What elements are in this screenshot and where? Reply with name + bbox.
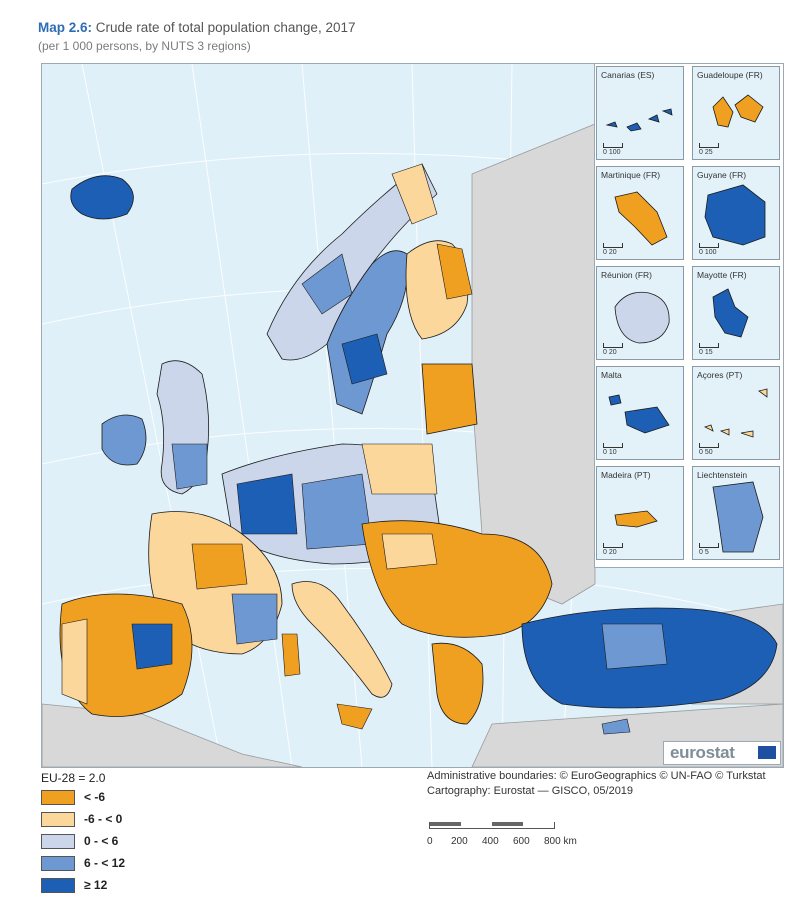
inset-name: Liechtenstein xyxy=(697,470,748,480)
inset-name: Guadeloupe (FR) xyxy=(697,70,763,80)
inset-scale: 0 15 xyxy=(699,343,719,356)
inset-mayotte-fr[interactable]: Mayotte (FR) 0 15 xyxy=(692,266,780,360)
inset-name: Açores (PT) xyxy=(697,370,743,380)
inset-scale: 0 100 xyxy=(699,243,719,256)
inset-name: Réunion (FR) xyxy=(601,270,653,280)
inset-name: Canarias (ES) xyxy=(601,70,655,80)
region-finland-east[interactable] xyxy=(436,243,473,300)
region-sardinia[interactable] xyxy=(281,633,301,677)
credits-boundaries: Administrative boundaries: © EuroGeograp… xyxy=(427,770,766,782)
inset-scale: 0 20 xyxy=(603,543,623,556)
region-sweden-stockholm[interactable] xyxy=(341,333,388,385)
legend-swatch xyxy=(41,856,75,871)
legend-swatch xyxy=(41,834,75,849)
region-benelux[interactable] xyxy=(236,473,298,535)
inset-name: Martinique (FR) xyxy=(601,170,661,180)
legend-swatch xyxy=(41,790,75,805)
region-england-south[interactable] xyxy=(171,443,208,490)
inset-scale: 0 10 xyxy=(603,443,623,456)
inset-a-ores-pt[interactable]: Açores (PT) 0 50 xyxy=(692,366,780,460)
scale-bar: 0 200 400 600 800 km xyxy=(427,820,587,860)
scale-label: 400 xyxy=(482,836,499,847)
inset-scale: 0 20 xyxy=(603,343,623,356)
inset-malta[interactable]: Malta 0 10 xyxy=(596,366,684,460)
inset-guadeloupe-fr[interactable]: Guadeloupe (FR) 0 25 xyxy=(692,66,780,160)
map-title-text: Crude rate of total population change, 2… xyxy=(95,20,356,35)
inset-scale: 0 25 xyxy=(699,143,719,156)
region-turkey-central[interactable] xyxy=(601,623,668,670)
eu-flag-icon xyxy=(758,746,776,759)
region-sicily[interactable] xyxy=(336,703,373,730)
legend-label: 0 - < 6 xyxy=(84,834,119,848)
legend-label: ≥ 12 xyxy=(84,878,108,892)
inset-liechtenstein[interactable]: Liechtenstein 0 5 xyxy=(692,466,780,560)
eurostat-logo-text: eurostat xyxy=(670,743,735,762)
legend-label: -6 - < 0 xyxy=(84,812,123,826)
region-hungary[interactable] xyxy=(381,533,438,570)
eurostat-logo: eurostat xyxy=(663,741,781,765)
legend-label: 6 - < 12 xyxy=(84,856,126,870)
legend-swatch xyxy=(41,812,75,827)
inset-name: Madeira (PT) xyxy=(601,470,651,480)
inset-r-union-fr[interactable]: Réunion (FR) 0 20 xyxy=(596,266,684,360)
region-poland[interactable] xyxy=(361,443,438,495)
inset-scale: 0 20 xyxy=(603,243,623,256)
scale-label: 200 xyxy=(451,836,468,847)
region-germany-central[interactable] xyxy=(301,473,373,550)
credits-cartography: Cartography: Eurostat — GISCO, 05/2019 xyxy=(427,785,634,797)
inset-canarias-es[interactable]: Canarias (ES) 0 100 xyxy=(596,66,684,160)
legend-swatch xyxy=(41,878,75,893)
region-france-south[interactable] xyxy=(231,593,278,645)
inset-scale: 0 5 xyxy=(699,543,719,556)
scale-bar-ticks xyxy=(429,822,555,829)
region-france-centre[interactable] xyxy=(191,543,248,590)
map-number: Map 2.6: xyxy=(38,20,93,35)
region-baltics[interactable] xyxy=(421,363,478,435)
region-portugal[interactable] xyxy=(61,618,88,705)
region-greece[interactable] xyxy=(431,642,484,725)
map-subtitle: (per 1 000 persons, by NUTS 3 regions) xyxy=(38,39,251,53)
scale-label: 800 km xyxy=(544,836,577,847)
map-title: Map 2.6: Crude rate of total population … xyxy=(38,20,355,35)
region-madrid[interactable] xyxy=(131,623,173,670)
scale-label: 600 xyxy=(513,836,530,847)
region-norway-north[interactable] xyxy=(391,163,438,225)
inset-martinique-fr[interactable]: Martinique (FR) 0 20 xyxy=(596,166,684,260)
legend-label: < -6 xyxy=(84,790,106,804)
credits: Administrative boundaries: © EuroGeograp… xyxy=(427,769,766,799)
inset-scale: 0 100 xyxy=(603,143,623,156)
region-cyprus[interactable] xyxy=(601,718,631,735)
europe-map-canvas xyxy=(42,64,783,767)
inset-madeira-pt[interactable]: Madeira (PT) 0 20 xyxy=(596,466,684,560)
legend-eu-reference: EU-28 = 2.0 xyxy=(41,771,106,785)
scale-label: 0 xyxy=(427,836,433,847)
inset-name: Malta xyxy=(601,370,622,380)
inset-name: Mayotte (FR) xyxy=(697,270,747,280)
inset-scale: 0 50 xyxy=(699,443,719,456)
region-italy[interactable] xyxy=(291,581,393,698)
region-iceland[interactable] xyxy=(70,175,134,220)
inset-name: Guyane (FR) xyxy=(697,170,747,180)
region-ireland[interactable] xyxy=(101,414,147,466)
inset-guyane-fr[interactable]: Guyane (FR) 0 100 xyxy=(692,166,780,260)
